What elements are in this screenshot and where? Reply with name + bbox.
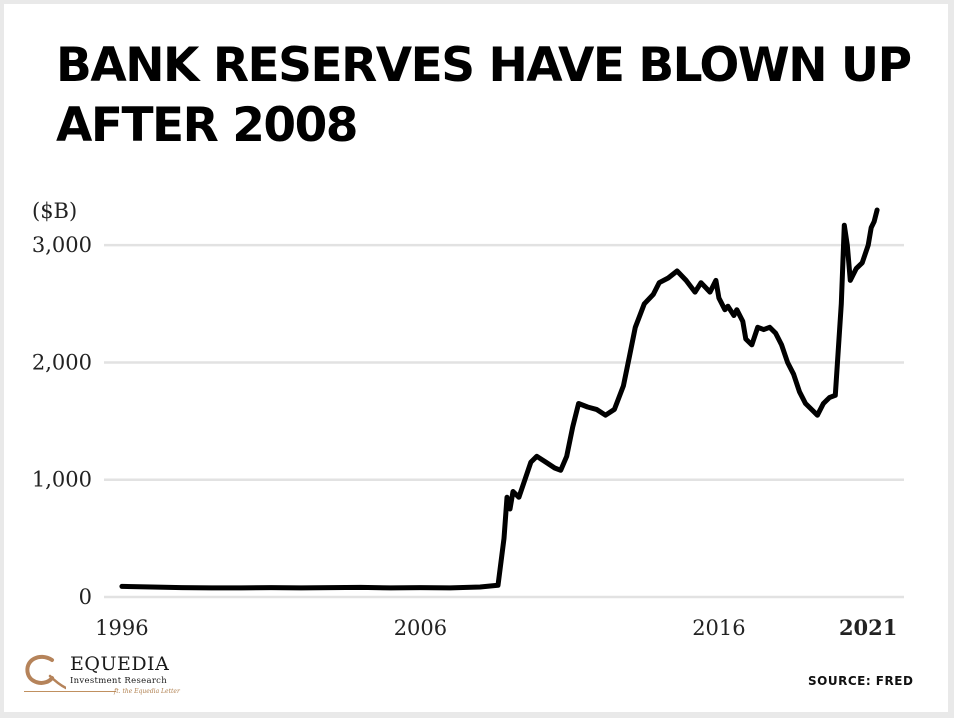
y-axis-ticks: 0 1,000 2,000 3,000: [32, 233, 92, 609]
chart-frame: [4, 4, 948, 712]
y-tick-label: 0: [79, 585, 92, 609]
logo-name: EQUEDIA: [70, 653, 170, 675]
logo-divider: [24, 691, 116, 692]
logo-tagline: ft. the Equedia Letter: [114, 688, 180, 695]
chart-title: BANK RESERVES HAVE BLOWN UP AFTER 2008: [56, 38, 912, 153]
series-layer: [119, 207, 880, 591]
source-note: SOURCE: FRED: [808, 674, 914, 688]
x-tick-label: 2006: [394, 616, 447, 640]
y-tick-label: 3,000: [32, 233, 92, 257]
equedia-swirl-icon: [25, 654, 66, 690]
y-tick-label: 2,000: [32, 350, 92, 374]
y-tick-label: 1,000: [32, 468, 92, 492]
equedia-logo: EQUEDIA Investment Research ft. the Eque…: [22, 650, 222, 700]
x-tick-label: 1996: [95, 616, 148, 640]
y-unit-label: ($B): [32, 199, 77, 223]
gridlines: [104, 243, 904, 599]
series-line-0: [119, 207, 880, 591]
x-tick-label: 2021: [839, 615, 897, 640]
logo-subtitle: Investment Research: [70, 676, 168, 686]
x-axis-ticks: 1996 2006 2016 2021: [95, 615, 897, 640]
x-tick-label: 2016: [692, 616, 745, 640]
